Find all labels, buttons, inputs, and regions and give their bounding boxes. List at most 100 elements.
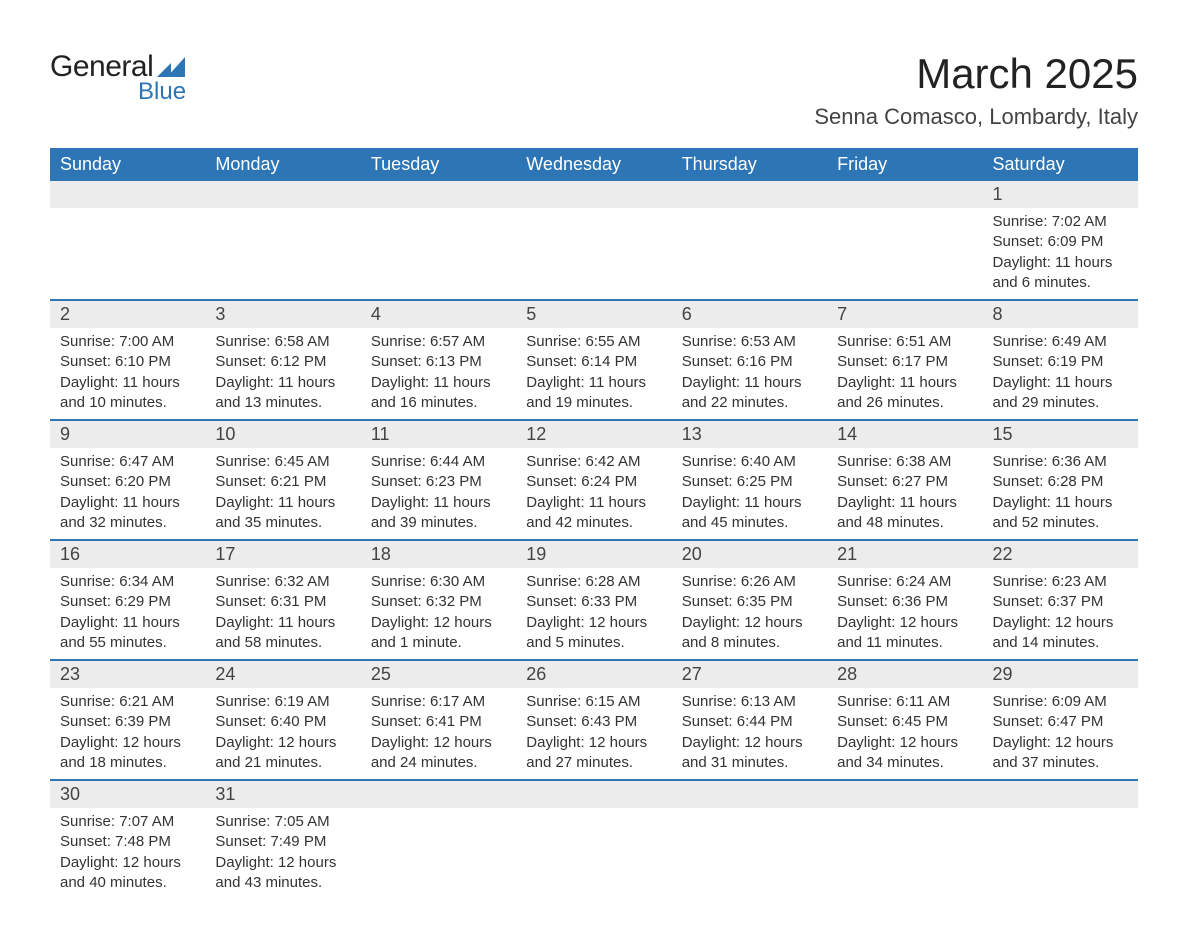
day-detail-cell: Sunrise: 6:55 AMSunset: 6:14 PMDaylight:… <box>516 328 671 420</box>
day-number: 22 <box>983 541 1138 568</box>
empty-cell <box>361 208 516 300</box>
day-detail: Sunrise: 6:55 AMSunset: 6:14 PMDaylight:… <box>516 328 671 419</box>
day-number-cell: 8 <box>983 300 1138 328</box>
day-detail-cell: Sunrise: 6:42 AMSunset: 6:24 PMDaylight:… <box>516 448 671 540</box>
empty-cell <box>672 780 827 808</box>
day-number-cell: 10 <box>205 420 360 448</box>
day-detail: Sunrise: 7:05 AMSunset: 7:49 PMDaylight:… <box>205 808 360 899</box>
empty-cell <box>983 808 1138 899</box>
day-number: 30 <box>50 781 205 808</box>
day-number-cell: 5 <box>516 300 671 328</box>
empty-cell <box>516 780 671 808</box>
day-number: 16 <box>50 541 205 568</box>
day-detail-cell: Sunrise: 6:40 AMSunset: 6:25 PMDaylight:… <box>672 448 827 540</box>
day-number: 3 <box>205 301 360 328</box>
day-number-cell: 14 <box>827 420 982 448</box>
header-region: General Blue March 2025 Senna Comasco, L… <box>50 50 1138 130</box>
day-detail: Sunrise: 7:02 AMSunset: 6:09 PMDaylight:… <box>983 208 1138 299</box>
day-detail: Sunrise: 7:07 AMSunset: 7:48 PMDaylight:… <box>50 808 205 899</box>
day-number: 1 <box>983 181 1138 208</box>
day-number: 6 <box>672 301 827 328</box>
day-detail: Sunrise: 6:42 AMSunset: 6:24 PMDaylight:… <box>516 448 671 539</box>
empty-cell <box>983 780 1138 808</box>
day-detail: Sunrise: 7:00 AMSunset: 6:10 PMDaylight:… <box>50 328 205 419</box>
empty-cell <box>205 181 360 208</box>
empty-cell <box>361 181 516 208</box>
page-title: March 2025 <box>814 50 1138 98</box>
day-number: 8 <box>983 301 1138 328</box>
day-number: 31 <box>205 781 360 808</box>
day-number-cell: 27 <box>672 660 827 688</box>
day-detail-cell: Sunrise: 6:23 AMSunset: 6:37 PMDaylight:… <box>983 568 1138 660</box>
day-detail: Sunrise: 6:15 AMSunset: 6:43 PMDaylight:… <box>516 688 671 779</box>
day-number-cell: 15 <box>983 420 1138 448</box>
empty-cell <box>672 208 827 300</box>
empty-cell <box>516 808 671 899</box>
day-detail: Sunrise: 6:32 AMSunset: 6:31 PMDaylight:… <box>205 568 360 659</box>
day-detail-cell: Sunrise: 6:58 AMSunset: 6:12 PMDaylight:… <box>205 328 360 420</box>
day-detail-cell: Sunrise: 7:00 AMSunset: 6:10 PMDaylight:… <box>50 328 205 420</box>
day-detail-cell: Sunrise: 6:13 AMSunset: 6:44 PMDaylight:… <box>672 688 827 780</box>
day-detail: Sunrise: 6:34 AMSunset: 6:29 PMDaylight:… <box>50 568 205 659</box>
weekday-header: Sunday <box>50 148 205 181</box>
day-detail: Sunrise: 6:24 AMSunset: 6:36 PMDaylight:… <box>827 568 982 659</box>
day-number-cell: 16 <box>50 540 205 568</box>
day-detail: Sunrise: 6:53 AMSunset: 6:16 PMDaylight:… <box>672 328 827 419</box>
day-number: 23 <box>50 661 205 688</box>
day-number-cell: 11 <box>361 420 516 448</box>
day-detail-cell: Sunrise: 6:28 AMSunset: 6:33 PMDaylight:… <box>516 568 671 660</box>
day-number: 15 <box>983 421 1138 448</box>
day-detail: Sunrise: 6:57 AMSunset: 6:13 PMDaylight:… <box>361 328 516 419</box>
day-number-cell: 6 <box>672 300 827 328</box>
day-detail-cell: Sunrise: 6:30 AMSunset: 6:32 PMDaylight:… <box>361 568 516 660</box>
day-detail-cell: Sunrise: 6:11 AMSunset: 6:45 PMDaylight:… <box>827 688 982 780</box>
day-number-cell: 12 <box>516 420 671 448</box>
page-subtitle: Senna Comasco, Lombardy, Italy <box>814 104 1138 130</box>
day-detail-cell: Sunrise: 6:26 AMSunset: 6:35 PMDaylight:… <box>672 568 827 660</box>
empty-cell <box>50 181 205 208</box>
weekday-header: Saturday <box>983 148 1138 181</box>
day-detail-cell: Sunrise: 7:07 AMSunset: 7:48 PMDaylight:… <box>50 808 205 899</box>
day-detail-cell: Sunrise: 6:49 AMSunset: 6:19 PMDaylight:… <box>983 328 1138 420</box>
day-number-cell: 22 <box>983 540 1138 568</box>
day-detail-cell: Sunrise: 6:38 AMSunset: 6:27 PMDaylight:… <box>827 448 982 540</box>
day-detail: Sunrise: 6:13 AMSunset: 6:44 PMDaylight:… <box>672 688 827 779</box>
empty-cell <box>672 808 827 899</box>
day-number-cell: 30 <box>50 780 205 808</box>
day-number-cell: 4 <box>361 300 516 328</box>
day-detail-cell: Sunrise: 6:44 AMSunset: 6:23 PMDaylight:… <box>361 448 516 540</box>
day-detail-cell: Sunrise: 6:17 AMSunset: 6:41 PMDaylight:… <box>361 688 516 780</box>
day-detail: Sunrise: 6:44 AMSunset: 6:23 PMDaylight:… <box>361 448 516 539</box>
day-number: 28 <box>827 661 982 688</box>
day-number-cell: 29 <box>983 660 1138 688</box>
day-number-cell: 1 <box>983 181 1138 208</box>
day-detail: Sunrise: 6:38 AMSunset: 6:27 PMDaylight:… <box>827 448 982 539</box>
day-detail: Sunrise: 6:49 AMSunset: 6:19 PMDaylight:… <box>983 328 1138 419</box>
day-number-cell: 26 <box>516 660 671 688</box>
day-number-cell: 20 <box>672 540 827 568</box>
day-detail-cell: Sunrise: 6:24 AMSunset: 6:36 PMDaylight:… <box>827 568 982 660</box>
day-number-cell: 17 <box>205 540 360 568</box>
day-number: 25 <box>361 661 516 688</box>
day-number-cell: 21 <box>827 540 982 568</box>
day-number: 2 <box>50 301 205 328</box>
day-detail: Sunrise: 6:30 AMSunset: 6:32 PMDaylight:… <box>361 568 516 659</box>
empty-cell <box>361 780 516 808</box>
day-detail: Sunrise: 6:28 AMSunset: 6:33 PMDaylight:… <box>516 568 671 659</box>
day-number-cell: 7 <box>827 300 982 328</box>
empty-cell <box>827 780 982 808</box>
day-number: 4 <box>361 301 516 328</box>
day-number: 11 <box>361 421 516 448</box>
day-detail-cell: Sunrise: 6:21 AMSunset: 6:39 PMDaylight:… <box>50 688 205 780</box>
day-detail: Sunrise: 6:09 AMSunset: 6:47 PMDaylight:… <box>983 688 1138 779</box>
empty-cell <box>516 208 671 300</box>
day-number: 13 <box>672 421 827 448</box>
day-number-cell: 19 <box>516 540 671 568</box>
day-number-cell: 25 <box>361 660 516 688</box>
day-detail: Sunrise: 6:47 AMSunset: 6:20 PMDaylight:… <box>50 448 205 539</box>
day-detail-cell: Sunrise: 6:09 AMSunset: 6:47 PMDaylight:… <box>983 688 1138 780</box>
day-detail-cell: Sunrise: 6:32 AMSunset: 6:31 PMDaylight:… <box>205 568 360 660</box>
day-detail: Sunrise: 6:40 AMSunset: 6:25 PMDaylight:… <box>672 448 827 539</box>
weekday-header: Friday <box>827 148 982 181</box>
empty-cell <box>516 181 671 208</box>
